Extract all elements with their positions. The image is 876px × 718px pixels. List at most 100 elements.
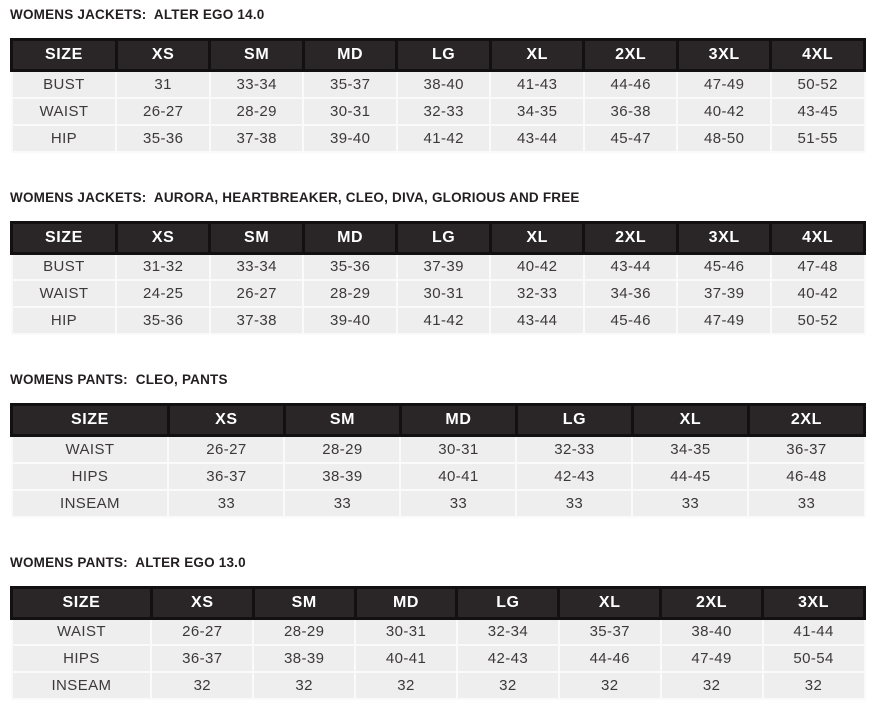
data-cell: 44-46	[582, 69, 679, 99]
header-cell: SM	[208, 38, 305, 72]
size-table: SIZE XS SM MD LG XL 2XL 3XL 4XL BUST 31 33-34 35-37…	[10, 38, 866, 153]
data-cell: 33	[631, 488, 750, 518]
data-cell: 28-29	[302, 279, 398, 308]
data-cell: 32-34	[455, 616, 560, 646]
section-title: WOMENS JACKETS: AURORA, HEARTBREAKER, CL…	[10, 189, 580, 205]
data-cell: 33	[515, 488, 634, 518]
header-cell: XS	[166, 403, 286, 437]
row-label: INSEAM	[10, 488, 170, 518]
data-cell: 42-43	[455, 644, 560, 673]
data-cell: 31	[115, 69, 211, 99]
data-cell: 26-27	[150, 616, 255, 646]
data-cell: 24-25	[115, 279, 211, 308]
size-table: SIZE XS SM MD LG XL 2XL 3XL 4XL BUST 31-32 33-34 35…	[10, 220, 866, 335]
data-cell: 37-39	[395, 251, 492, 281]
header-cell: 2XL	[582, 38, 679, 72]
data-cell: 41-43	[489, 69, 585, 99]
row-label: WAIST	[10, 96, 118, 126]
data-cell: 28-29	[252, 616, 357, 646]
data-cell: 32	[252, 671, 357, 700]
section-womens-pants-cleo: WOMENS PANTS: CLEO, PANTS SIZE XS SM MD LG XL…	[10, 372, 867, 518]
header-cell: 2XL	[582, 220, 679, 255]
data-cell: 34-35	[489, 96, 585, 126]
header-cell: XL	[488, 38, 586, 72]
section-title: WOMENS PANTS: CLEO, PANTS	[10, 372, 228, 387]
header-row: SIZE XS SM MD LG XL 2XL	[10, 403, 867, 437]
data-cell: 33	[399, 488, 518, 518]
data-cell: 47-48	[769, 251, 866, 281]
row-label: WAIST	[10, 616, 153, 646]
data-cell: 48-50	[676, 123, 772, 153]
header-row: SIZE XS SM MD LG XL 2XL 3XL 4XL	[10, 220, 866, 255]
size-table: SIZE XS SM MD LG XL 2XL WAIST 26-27 28-29 30-31 32…	[10, 403, 867, 518]
data-cell: 32	[557, 671, 662, 700]
data-cell: 35-36	[302, 251, 398, 281]
section-title: WOMENS JACKETS: ALTER EGO 14.0	[10, 7, 265, 22]
data-cell: 44-45	[631, 461, 750, 491]
data-cell: 38-40	[395, 69, 492, 99]
header-cell: XL	[488, 220, 586, 255]
data-cell: 45-46	[676, 251, 772, 281]
row-label: HIPS	[10, 461, 170, 491]
data-cell: 32	[761, 671, 866, 700]
data-cell: 39-40	[302, 306, 398, 335]
data-cell: 26-27	[208, 279, 305, 308]
header-cell: LG	[514, 403, 634, 437]
header-cell: 2XL	[659, 585, 765, 620]
header-cell: XS	[114, 38, 212, 72]
data-cell: 46-48	[747, 461, 866, 491]
header-cell: 3XL	[675, 38, 773, 72]
data-cell: 28-29	[283, 434, 402, 464]
table-row: HIP 35-36 37-38 39-40 41-42 43-44 45-46 47-49 50…	[10, 306, 866, 335]
data-cell: 47-49	[676, 306, 772, 335]
data-cell: 30-31	[354, 616, 458, 646]
data-cell: 40-42	[676, 96, 772, 126]
data-cell: 45-46	[582, 306, 679, 335]
header-row: SIZE XS SM MD LG XL 2XL 3XL 4XL	[10, 38, 866, 72]
header-cell: SIZE	[10, 38, 118, 72]
data-cell: 38-40	[659, 616, 764, 646]
data-cell: 50-52	[769, 69, 866, 99]
data-cell: 37-38	[208, 123, 305, 153]
table-row: INSEAM 33 33 33 33 33 33	[10, 488, 866, 518]
data-cell: 47-49	[676, 69, 772, 99]
data-cell: 26-27	[115, 96, 211, 126]
header-cell: XL	[557, 585, 663, 620]
table-row: HIP 35-36 37-38 39-40 41-42 43-44 45-47 48-50 51…	[10, 123, 866, 153]
header-cell: 2XL	[746, 403, 867, 437]
table-row: WAIST 24-25 26-27 28-29 30-31 32-33 34-36 37-39…	[10, 279, 866, 308]
data-cell: 32	[150, 671, 255, 700]
data-cell: 40-42	[489, 251, 585, 281]
data-cell: 33-34	[208, 251, 305, 281]
header-cell: 3XL	[675, 220, 773, 255]
data-cell: 36-37	[167, 461, 286, 491]
data-cell: 33	[283, 488, 402, 518]
section-womens-jackets-aurora: WOMENS JACKETS: AURORA, HEARTBREAKER, CL…	[10, 189, 866, 335]
data-cell: 41-42	[395, 306, 492, 335]
header-cell: XS	[114, 220, 212, 255]
data-cell: 45-47	[582, 123, 679, 153]
size-table: SIZE XS SM MD LG XL 2XL 3XL WAIST 26-27 28-29 30-3…	[10, 585, 866, 700]
header-cell: 4XL	[769, 220, 866, 255]
data-cell: 40-42	[769, 279, 866, 308]
header-cell: SM	[208, 220, 305, 255]
data-cell: 41-44	[761, 616, 866, 646]
header-cell: SM	[282, 403, 402, 437]
data-cell: 43-44	[582, 251, 679, 281]
data-cell: 36-38	[582, 96, 679, 126]
data-cell: 50-54	[761, 644, 866, 673]
data-cell: 36-37	[747, 434, 866, 464]
data-cell: 37-38	[208, 306, 305, 335]
header-cell: SM	[251, 585, 357, 620]
data-cell: 47-49	[659, 644, 764, 673]
data-cell: 39-40	[302, 123, 398, 153]
data-cell: 32-33	[515, 434, 634, 464]
header-cell: SIZE	[10, 403, 170, 437]
table-row: INSEAM 32 32 32 32 32 32 32	[10, 671, 866, 700]
data-cell: 33	[167, 488, 286, 518]
header-cell: SIZE	[10, 220, 118, 255]
row-label: HIPS	[10, 644, 153, 673]
data-cell: 41-42	[395, 123, 492, 153]
header-row: SIZE XS SM MD LG XL 2XL 3XL	[10, 585, 866, 620]
